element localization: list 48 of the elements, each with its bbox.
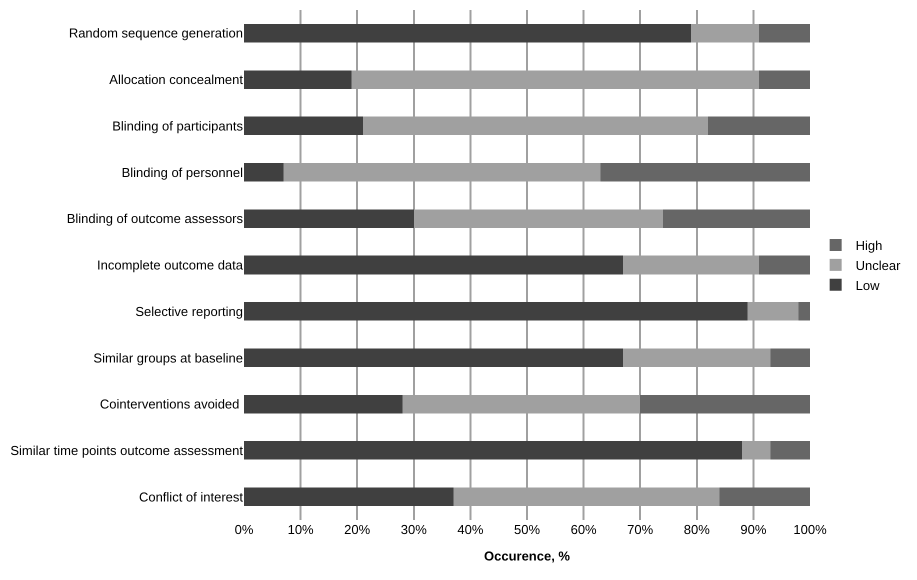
- bar: [244, 24, 692, 42]
- x-tick-label: 60%: [570, 522, 598, 537]
- y-tick-label: Cointerventions avoided: [100, 396, 243, 412]
- y-tick-label: Blinding of participants: [112, 118, 244, 134]
- x-tick-label: 30%: [400, 522, 428, 537]
- legend-label: Unclear: [856, 258, 902, 273]
- bar: [759, 70, 810, 89]
- y-tick-label: Blinding of personnel: [122, 164, 244, 180]
- bar: [662, 209, 810, 228]
- bar: [719, 488, 810, 506]
- bar: [244, 116, 363, 136]
- bar: [770, 348, 810, 367]
- bar: [244, 256, 624, 274]
- bar: [770, 441, 810, 460]
- bar: [708, 116, 810, 136]
- bar: [244, 394, 402, 414]
- y-tick-label: Similar time points outcome assessment: [10, 443, 244, 458]
- bar: [244, 209, 414, 228]
- bar: [759, 256, 810, 274]
- x-tick-label: 90%: [740, 522, 767, 537]
- bar: [798, 302, 810, 321]
- x-tick-label: 50%: [514, 522, 540, 537]
- x-tick-label: 80%: [684, 522, 710, 537]
- y-tick-label: Conflict of interest: [138, 489, 244, 504]
- y-tick-label: Selective reporting: [135, 304, 243, 319]
- y-tick-label: Incomplete outcome data: [97, 258, 244, 273]
- bar: [244, 348, 624, 367]
- legend-label: Low: [856, 278, 880, 293]
- bar: [600, 163, 810, 182]
- x-tick-label: 100%: [793, 522, 828, 537]
- bar: [244, 441, 742, 460]
- bar: [759, 24, 810, 42]
- x-axis-title: Occurence, %: [484, 548, 570, 564]
- bar: [244, 302, 748, 321]
- bar: [244, 70, 352, 89]
- x-tick-label: 70%: [627, 522, 654, 537]
- bar: [244, 488, 454, 506]
- legend-label: High: [856, 238, 882, 254]
- y-tick-label: Random sequence generation: [68, 26, 243, 41]
- y-tick-label: Allocation concealment: [109, 72, 244, 88]
- bar: [244, 163, 284, 182]
- bar: [640, 394, 810, 414]
- y-tick-label: Blinding of outcome assessors: [66, 211, 244, 226]
- x-tick-label: 20%: [344, 522, 371, 537]
- x-tick-label: 10%: [288, 522, 314, 537]
- x-tick-label: 0%: [234, 522, 254, 537]
- x-tick-label: 40%: [457, 522, 484, 537]
- y-tick-label: Similar groups at baseline: [93, 350, 243, 366]
